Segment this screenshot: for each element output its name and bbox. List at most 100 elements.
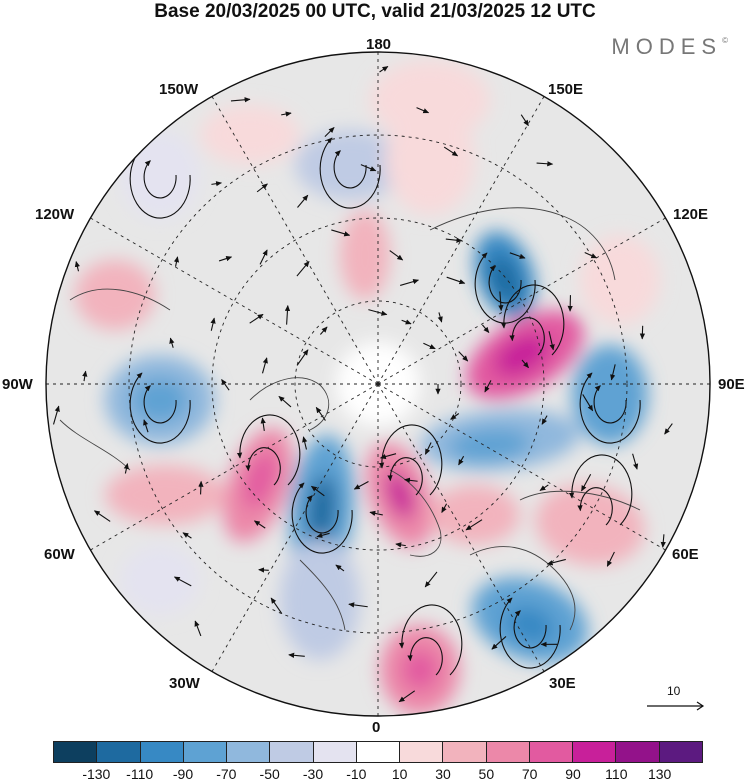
wind-arrow xyxy=(368,309,388,316)
wind-arrow xyxy=(258,567,269,573)
anomaly-blob xyxy=(370,60,490,140)
wind-arrow xyxy=(539,484,549,492)
lon-label-150e: 150E xyxy=(548,81,584,98)
colorbar-tick-label: 50 xyxy=(478,766,495,782)
anomaly-blob xyxy=(105,465,225,525)
lon-label-60w: 60W xyxy=(44,546,75,563)
streamline xyxy=(500,284,565,356)
map-boundary xyxy=(45,51,711,717)
wind-arrow xyxy=(169,337,175,348)
lon-label-150w: 150W xyxy=(159,81,199,98)
colorbar-tick-label: -90 xyxy=(172,766,194,782)
colorbar-tick-label: 110 xyxy=(605,766,628,782)
colorbar-tick-label: -110 xyxy=(126,766,154,782)
coastlines xyxy=(59,207,641,631)
colorbar-swatch xyxy=(573,742,617,762)
wind-arrow xyxy=(74,260,80,272)
wind-arrow xyxy=(389,250,404,261)
wind-arrow xyxy=(541,415,548,425)
graticule xyxy=(128,134,628,634)
wind-arrow xyxy=(360,164,377,172)
colorbar-swatch xyxy=(616,742,660,762)
wind-arrow xyxy=(319,326,328,335)
colorbar-swatch xyxy=(313,742,357,762)
wind-arrow xyxy=(443,146,459,157)
wind-arrow xyxy=(509,252,526,259)
colorbar-swatch xyxy=(270,742,314,762)
colorbar-ticks: -130 -110 -90 -70 -50 -30 -10 10 30 50 70 90 110 130 xyxy=(0,766,750,783)
anomaly-blob xyxy=(200,105,300,165)
colorbar-swatch xyxy=(659,742,702,762)
anomaly-blob xyxy=(489,256,521,304)
wind-arrow xyxy=(416,107,430,114)
anomaly-blob xyxy=(535,484,645,566)
meridian-line xyxy=(83,213,379,385)
streamline xyxy=(407,637,443,676)
anomaly-blob xyxy=(307,475,337,545)
wind-arrow xyxy=(445,237,463,243)
wind-arrow xyxy=(296,349,309,366)
colorbar-tick-label: -50 xyxy=(259,766,280,782)
wind-arrow xyxy=(458,455,465,466)
logo-text: MODES xyxy=(611,34,723,59)
streamline xyxy=(577,487,613,526)
logo-mark: © xyxy=(722,36,728,45)
wind-arrow xyxy=(315,406,326,421)
lon-label-180: 180 xyxy=(366,36,392,53)
anomaly-blob xyxy=(385,471,415,519)
wind-arrow xyxy=(610,364,616,381)
anomaly-blob xyxy=(120,545,200,615)
wind-arrow xyxy=(256,183,268,193)
wind-arrow xyxy=(316,532,330,538)
reference-vector: 10 xyxy=(645,684,705,714)
wind-arrow xyxy=(424,442,432,455)
wind-arrow xyxy=(260,417,266,432)
wind-arrow xyxy=(324,126,335,138)
anomaly-blob xyxy=(572,345,648,445)
modes-logo: MODES© xyxy=(611,34,728,60)
streamline xyxy=(291,482,353,554)
wind-arrow xyxy=(211,181,222,187)
lon-label-120w: 120W xyxy=(35,206,75,223)
streamline xyxy=(398,604,463,676)
colorbar-tick-label: -130 xyxy=(82,766,111,782)
wind-arrow xyxy=(194,620,202,637)
wind-arrow xyxy=(173,256,180,267)
wind-arrow xyxy=(536,161,554,167)
meridian-line xyxy=(377,89,549,385)
lon-label-90e: 90E xyxy=(718,376,745,393)
wind-arrow xyxy=(221,379,230,391)
wind-arrow xyxy=(210,317,216,331)
lon-label-90w: 90W xyxy=(2,376,33,393)
colorbar-swatch xyxy=(356,742,401,762)
wind-arrow xyxy=(331,229,351,237)
wind-arrow xyxy=(348,602,368,608)
wind-arrow xyxy=(498,291,504,312)
anomaly-blob xyxy=(75,260,155,330)
anomaly-blob xyxy=(494,333,550,377)
streamline xyxy=(499,597,561,669)
colorbar-tick-label: -10 xyxy=(346,766,367,782)
colorbar-tick-label: 130 xyxy=(647,766,672,782)
meridian-line xyxy=(377,383,549,679)
wind-arrow xyxy=(335,564,345,572)
anomaly-blob xyxy=(243,451,277,509)
wind-arrow xyxy=(400,279,420,286)
wind-arrow xyxy=(143,419,149,433)
wind-arrow xyxy=(491,635,507,650)
lon-label-30w: 30W xyxy=(169,675,200,692)
wind-arrow xyxy=(182,532,192,539)
wind-arrow xyxy=(606,551,615,567)
wind-arrow xyxy=(481,324,490,334)
wind-arrow xyxy=(270,597,283,615)
meridian-line xyxy=(83,383,379,555)
meridian-line xyxy=(377,383,673,555)
wind-arrow xyxy=(632,453,639,470)
wind-arrow xyxy=(288,652,305,658)
colorbar-swatch xyxy=(443,742,487,762)
streamline xyxy=(474,252,536,324)
streamline xyxy=(236,414,301,486)
wind-arrow xyxy=(546,558,566,566)
streamline xyxy=(305,495,339,534)
